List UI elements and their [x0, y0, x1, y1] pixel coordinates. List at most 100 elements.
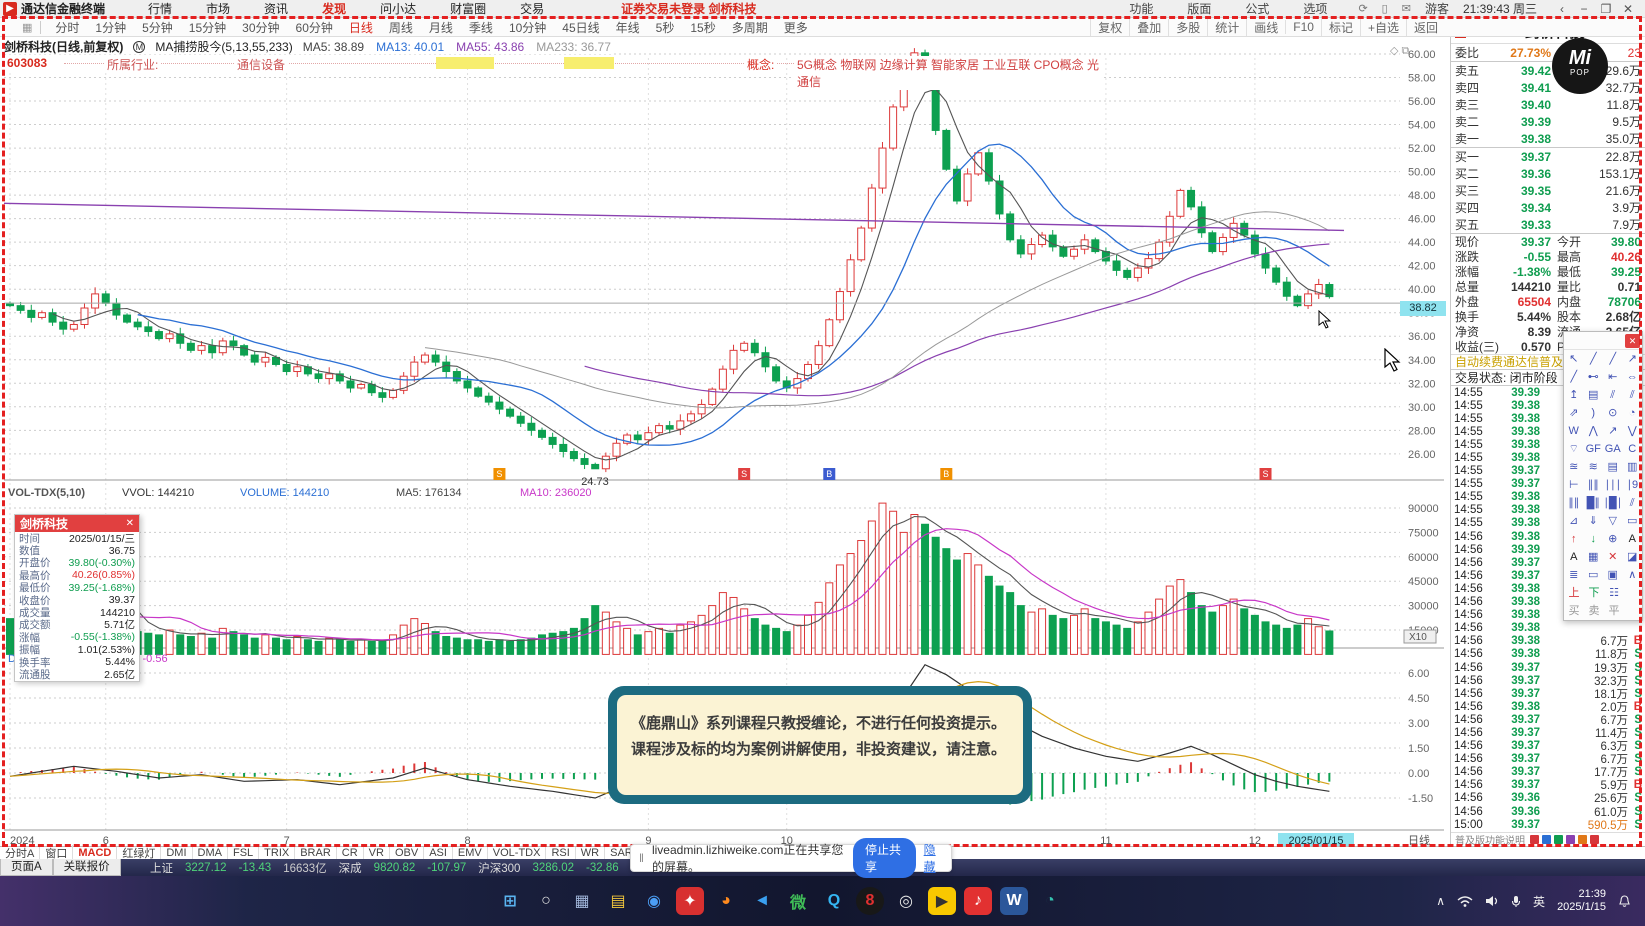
draw-tool-icon[interactable]: ◔ [1628, 407, 1636, 419]
tool-多股[interactable]: 多股 [1168, 18, 1207, 36]
footer-help-link[interactable]: 普及版功能说明 [1455, 836, 1525, 846]
draw-tool-icon[interactable]: ≣ [1569, 569, 1579, 581]
footer-mini-button[interactable] [1530, 835, 1539, 844]
draw-tool-icon[interactable]: ↓ [1590, 533, 1597, 545]
draw-tool-icon[interactable]: W [1568, 425, 1579, 437]
draw-tool-icon[interactable]: ≊ [1569, 461, 1579, 473]
draw-tool-icon[interactable]: ⊙ [1608, 407, 1618, 419]
period-5分钟[interactable]: 5分钟 [142, 20, 173, 35]
draw-tool-icon[interactable]: ╱ [1609, 353, 1617, 365]
period-月线[interactable]: 月线 [428, 20, 453, 35]
draw-tool-icon[interactable]: ▥ [1627, 461, 1638, 473]
indicator-tab-TRIX[interactable]: TRIX [259, 847, 296, 859]
menu-item-问小达[interactable]: 问小达 [380, 2, 417, 16]
back-button[interactable]: ‹ [1560, 1, 1564, 16]
period-日线[interactable]: 日线 [348, 20, 373, 35]
draw-tool-icon[interactable]: ↗ [1608, 425, 1618, 437]
draw-tool-icon[interactable]: ∥∥ [1568, 497, 1580, 509]
draw-tool-icon[interactable]: 平 [1608, 605, 1620, 617]
draw-tool-icon[interactable]: ▽ [1608, 515, 1617, 527]
period-多周期[interactable]: 多周期 [731, 20, 768, 35]
draw-tool-icon[interactable]: ∣9 [1626, 479, 1639, 491]
indicator-tab-BRAR[interactable]: BRAR [295, 847, 337, 859]
industry-value[interactable]: 通信设备 [234, 56, 289, 73]
taskbar-icon-wechat[interactable]: 微 [789, 895, 806, 912]
stop-share-button[interactable]: 停止共享 [852, 838, 916, 878]
user-label[interactable]: 游客 [1424, 2, 1449, 16]
ma-toggle-icon[interactable]: M [133, 40, 146, 53]
draw-tool-icon[interactable]: ╱ [1570, 371, 1578, 383]
draw-tool-icon[interactable]: ✕ [1608, 551, 1618, 563]
ime-indicator[interactable]: 英 [1533, 894, 1546, 909]
renew-notice[interactable]: 自动续费通达信普及版 [1451, 354, 1645, 369]
refresh-icon[interactable]: ⟳ [1358, 3, 1368, 15]
taskbar-icon-feishu[interactable]: ◄ [754, 892, 770, 909]
tool-统计[interactable]: 统计 [1207, 18, 1246, 36]
buy-row[interactable]: 买三 39.35 21.6万 [1451, 182, 1645, 199]
draw-tool-icon[interactable]: █∥ [1586, 497, 1600, 509]
menu-item-交易[interactable]: 交易 [520, 2, 545, 16]
tool-画线[interactable]: 画线 [1246, 18, 1285, 36]
indicator-tab-OBV[interactable]: OBV [390, 847, 425, 859]
indicator-name[interactable]: MA捕捞股今(5,13,55,233) [155, 40, 293, 54]
grid-icon[interactable]: ▦ [22, 20, 42, 34]
maximize-button[interactable]: ❐ [1600, 1, 1612, 16]
taskbar-icon-media-player[interactable]: ▶ [928, 887, 956, 915]
tool-标记[interactable]: 标记 [1320, 18, 1360, 36]
indicator-tab-VOL-TDX[interactable]: VOL-TDX [488, 847, 547, 859]
taskbar-icon-netease-music[interactable]: ♪ [964, 887, 992, 915]
tool-返回[interactable]: 返回 [1405, 18, 1445, 36]
taskbar-icon-firefox[interactable]: ◕ [721, 892, 731, 909]
mobile-icon[interactable]: ▯ [1381, 3, 1388, 15]
mic-icon[interactable] [1511, 895, 1521, 908]
wifi-icon[interactable] [1457, 895, 1473, 907]
taskbar-icon-qq[interactable]: Q [827, 892, 841, 909]
footer-mini-button[interactable] [1578, 835, 1587, 844]
menu-item-选项[interactable]: 选项 [1303, 2, 1328, 16]
draw-tool-icon[interactable]: ╱ [1589, 353, 1597, 365]
draw-tool-icon[interactable]: ▣ [1607, 569, 1618, 581]
draw-tool-icon[interactable]: A [1570, 551, 1578, 563]
draw-tool-icon[interactable]: ▭ [1627, 515, 1638, 527]
tooltip-close-icon[interactable]: ✕ [125, 518, 134, 529]
draw-tool-icon[interactable]: ⊕ [1608, 533, 1618, 545]
taskbar-icon-file-explorer[interactable]: ▤ [610, 893, 626, 910]
period-15分钟[interactable]: 15分钟 [188, 20, 227, 35]
draw-tool-icon[interactable]: ⇤ [1608, 371, 1618, 383]
draw-tool-icon[interactable]: ☷ [1609, 587, 1619, 599]
tray-chevron-icon[interactable]: ∧ [1436, 894, 1446, 908]
sell-row[interactable]: 卖一 39.38 35.0万 [1451, 130, 1645, 147]
draw-tool-icon[interactable]: ↖ [1569, 353, 1579, 365]
draw-tool-icon[interactable]: ⇗ [1569, 407, 1579, 419]
taskbar-icon-live-app[interactable]: 8 [856, 887, 884, 915]
draw-tool-icon[interactable]: ⊷ [1587, 371, 1599, 383]
draw-tool-icon[interactable]: ▤ [1607, 461, 1618, 473]
draw-tool-icon[interactable]: 卖 [1588, 605, 1600, 617]
kline-svg[interactable]: 60.0058.0056.0054.0052.0050.0048.0046.00… [0, 33, 1448, 850]
taskbar-icon-task-view[interactable]: ▦ [574, 893, 590, 910]
draw-tool-icon[interactable]: ⋀ [1588, 425, 1598, 437]
sell-row[interactable]: 卖二 39.39 9.5万 [1451, 113, 1645, 130]
tooltip-titlebar[interactable]: 剑桥科技 ✕ [15, 515, 139, 532]
taskbar-icon-word[interactable]: W [1000, 887, 1028, 915]
footer-mini-button[interactable] [1590, 835, 1599, 844]
draw-tool-icon[interactable]: ∣∣∣ [1604, 479, 1622, 491]
draw-tool-icon[interactable]: ▭ [1588, 569, 1599, 581]
indicator-tab-红绿灯[interactable]: 红绿灯 [117, 845, 162, 861]
time-sales-list[interactable]: 14:55 39.39 14:55 39.38 14:55 39.38 14:55 39.38… [1451, 386, 1645, 832]
period-更多[interactable]: 更多 [783, 20, 808, 35]
indicator-tab-EMV[interactable]: EMV [453, 847, 488, 859]
period-5秒[interactable]: 5秒 [655, 20, 675, 35]
draw-tool-icon[interactable]: 下 [1588, 587, 1600, 599]
period-60分钟[interactable]: 60分钟 [295, 20, 333, 35]
tool-F10[interactable]: F10 [1285, 20, 1321, 34]
notification-bell-icon[interactable] [1618, 894, 1631, 908]
buy-row[interactable]: 买四 39.34 3.9万 [1451, 199, 1645, 216]
draw-tool-icon[interactable]: ) [1591, 407, 1596, 419]
buy-row[interactable]: 买一 39.37 22.8万 [1451, 148, 1645, 165]
period-周线[interactable]: 周线 [388, 20, 413, 35]
period-30分钟[interactable]: 30分钟 [242, 20, 280, 35]
draw-tool-icon[interactable]: ⇔ [1626, 371, 1638, 383]
draw-tool-icon[interactable]: 买 [1568, 605, 1580, 617]
period-分时[interactable]: 分时 [55, 20, 80, 35]
